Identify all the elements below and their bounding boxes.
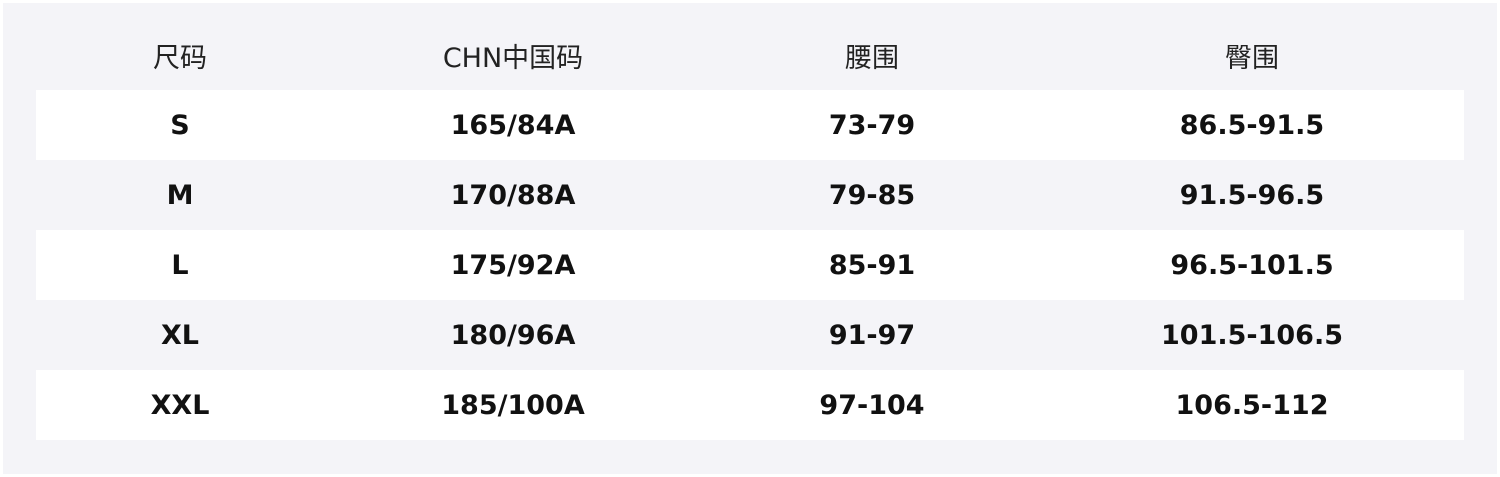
cell-chn: 170/88A — [450, 179, 576, 211]
cell-size: M — [166, 179, 194, 211]
header-chn: CHN中国码 — [442, 42, 584, 74]
cell-chn: 185/100A — [441, 389, 585, 421]
cell-size: S — [170, 109, 190, 141]
cell-chn: 165/84A — [450, 109, 576, 141]
table-row: XL 180/96A 91-97 101.5-106.5 — [36, 300, 1464, 370]
cell-waist: 97-104 — [819, 389, 925, 421]
cell-waist: 85-91 — [828, 249, 916, 281]
cell-size: XXL — [150, 389, 210, 421]
header-size: 尺码 — [153, 42, 207, 74]
table-row: S 165/84A 73-79 86.5-91.5 — [36, 90, 1464, 160]
cell-waist: 79-85 — [828, 179, 916, 211]
table-row: L 175/92A 85-91 96.5-101.5 — [36, 230, 1464, 300]
cell-hip: 106.5-112 — [1175, 389, 1329, 421]
cell-hip: 96.5-101.5 — [1170, 249, 1334, 281]
cell-hip: 91.5-96.5 — [1179, 179, 1325, 211]
header-hip: 臀围 — [1225, 42, 1279, 74]
table-header: 尺码 CHN中国码 腰围 臀围 — [36, 20, 1464, 90]
table-row: XXL 185/100A 97-104 106.5-112 — [36, 370, 1464, 440]
table-row: M 170/88A 79-85 91.5-96.5 — [36, 160, 1464, 230]
cell-waist: 73-79 — [828, 109, 916, 141]
header-waist: 腰围 — [845, 42, 899, 74]
cell-size: L — [171, 249, 189, 281]
size-table: 尺码 CHN中国码 腰围 臀围 S 165/84A 73-79 86.5-91.… — [3, 3, 1497, 474]
cell-hip: 101.5-106.5 — [1160, 319, 1344, 351]
cell-waist: 91-97 — [828, 319, 916, 351]
cell-hip: 86.5-91.5 — [1179, 109, 1325, 141]
cell-size: XL — [160, 319, 200, 351]
cell-chn: 180/96A — [450, 319, 576, 351]
cell-chn: 175/92A — [450, 249, 576, 281]
